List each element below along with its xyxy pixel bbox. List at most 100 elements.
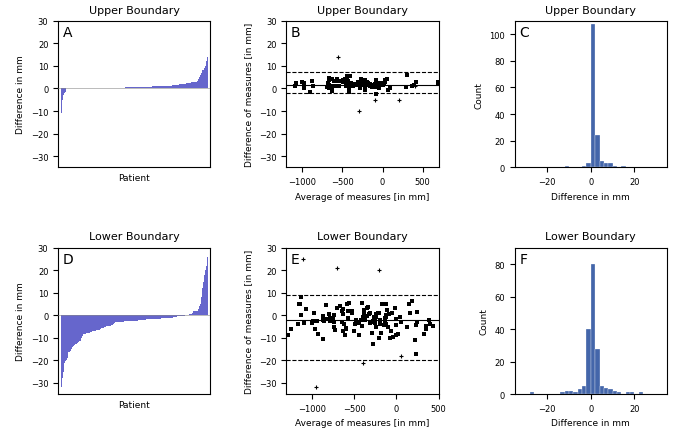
- Bar: [87, 316, 88, 333]
- Point: [373, 334, 384, 341]
- Bar: [137, 88, 138, 89]
- Point: [373, 83, 384, 90]
- Bar: [204, 275, 205, 316]
- Bar: [176, 86, 177, 89]
- Bar: [177, 316, 179, 317]
- Point: [380, 314, 391, 321]
- Bar: [146, 88, 147, 89]
- Point: [380, 321, 391, 328]
- Point: [349, 82, 360, 89]
- Bar: [582, 166, 586, 168]
- Point: [386, 328, 397, 335]
- Bar: [81, 316, 82, 338]
- Point: [332, 76, 343, 83]
- Point: [330, 327, 341, 334]
- X-axis label: Difference in mm: Difference in mm: [551, 192, 630, 201]
- Point: [337, 308, 347, 315]
- Point: [390, 316, 401, 323]
- Bar: [155, 316, 156, 319]
- Point: [382, 76, 393, 83]
- Bar: [573, 392, 578, 394]
- Point: [338, 79, 349, 86]
- Bar: [170, 86, 171, 89]
- Bar: [168, 86, 169, 89]
- Y-axis label: Count: Count: [479, 308, 489, 335]
- Point: [424, 320, 435, 327]
- Bar: [156, 316, 157, 319]
- Point: [374, 80, 385, 87]
- Bar: [147, 88, 148, 89]
- Bar: [595, 136, 599, 168]
- Bar: [94, 316, 95, 331]
- Bar: [591, 25, 595, 168]
- Bar: [639, 392, 643, 394]
- Y-axis label: Difference of measures [in mm]: Difference of measures [in mm]: [244, 23, 254, 167]
- Point: [374, 321, 385, 328]
- Bar: [99, 316, 101, 330]
- Bar: [202, 282, 204, 316]
- Bar: [154, 87, 155, 89]
- Point: [340, 325, 351, 332]
- Point: [334, 83, 345, 90]
- Point: [378, 80, 389, 87]
- Bar: [185, 84, 187, 89]
- Bar: [192, 314, 193, 316]
- Point: [379, 77, 390, 84]
- Point: [360, 87, 371, 94]
- Point: [410, 79, 421, 86]
- X-axis label: Patient: Patient: [118, 173, 150, 182]
- Point: [341, 73, 352, 80]
- Bar: [142, 316, 143, 320]
- Bar: [143, 88, 144, 89]
- Point: [354, 81, 365, 88]
- Point: [365, 318, 376, 325]
- Point: [359, 317, 370, 324]
- Bar: [166, 86, 167, 89]
- Bar: [187, 84, 188, 89]
- Bar: [153, 87, 154, 89]
- Bar: [169, 86, 170, 89]
- Bar: [127, 88, 128, 89]
- Bar: [64, 316, 65, 363]
- Point: [404, 300, 415, 307]
- Point: [298, 85, 309, 92]
- Bar: [112, 316, 114, 325]
- Point: [374, 81, 385, 88]
- Bar: [103, 316, 104, 328]
- Point: [321, 85, 332, 92]
- Bar: [148, 88, 149, 89]
- Point: [324, 76, 335, 83]
- Point: [327, 86, 338, 93]
- Bar: [65, 316, 66, 361]
- Bar: [204, 69, 205, 89]
- Point: [324, 85, 334, 92]
- Point: [350, 83, 361, 90]
- Bar: [151, 87, 152, 89]
- Point: [381, 307, 392, 314]
- Bar: [207, 58, 208, 89]
- Bar: [68, 316, 69, 352]
- Point: [370, 81, 381, 88]
- Bar: [85, 316, 86, 334]
- Bar: [82, 316, 83, 336]
- Bar: [105, 316, 106, 327]
- Bar: [130, 88, 131, 89]
- Bar: [146, 316, 147, 320]
- Point: [432, 79, 443, 86]
- Point: [369, 84, 380, 91]
- Bar: [188, 84, 189, 89]
- Bar: [582, 386, 586, 394]
- Point: [380, 314, 391, 321]
- Point: [307, 318, 318, 325]
- Point: [373, 85, 384, 92]
- Point: [376, 330, 386, 337]
- Bar: [91, 316, 92, 332]
- Point: [325, 315, 336, 322]
- Bar: [76, 316, 77, 344]
- Y-axis label: Difference in mm: Difference in mm: [16, 56, 25, 134]
- Point: [354, 86, 365, 93]
- Bar: [183, 85, 185, 89]
- Point: [335, 303, 346, 310]
- Point: [361, 79, 372, 86]
- Point: [356, 300, 367, 307]
